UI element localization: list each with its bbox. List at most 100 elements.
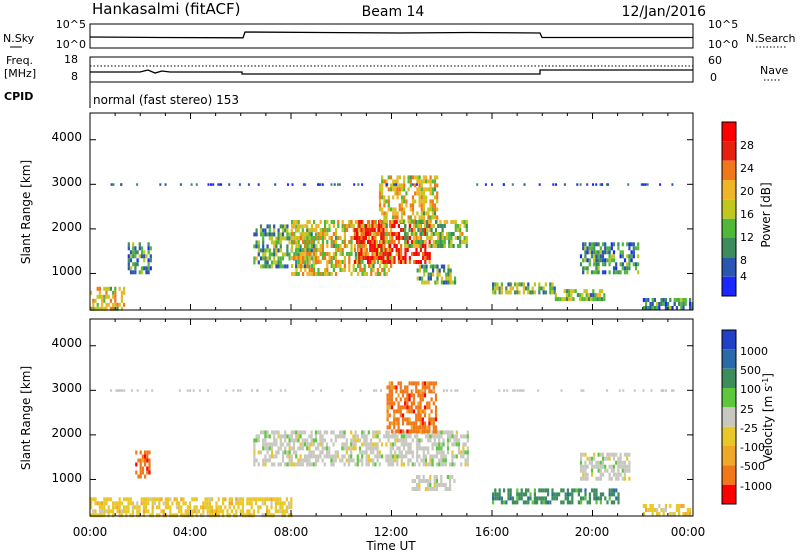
- data-cell: [516, 286, 519, 291]
- data-cell: [148, 458, 151, 463]
- data-cell: [313, 236, 316, 240]
- data-cell: [505, 290, 508, 295]
- data-cell: [112, 294, 115, 299]
- data-cell: [378, 219, 382, 224]
- data-cell: [408, 220, 411, 224]
- data-cell: [287, 183, 289, 186]
- data-cell: [324, 220, 327, 224]
- data-cell: [582, 266, 585, 271]
- data-cell: [347, 454, 351, 459]
- data-cell: [303, 430, 307, 435]
- data-cell: [358, 446, 362, 451]
- data-cell: [419, 220, 422, 224]
- data-cell: [554, 297, 557, 302]
- data-cell: [653, 508, 656, 512]
- data-cell: [411, 211, 415, 216]
- data-cell: [206, 501, 209, 506]
- data-cell: [273, 224, 276, 229]
- data-cell: [656, 512, 659, 516]
- data-cell: [397, 236, 400, 240]
- data-cell: [299, 264, 302, 268]
- data-cell: [334, 450, 337, 455]
- data-cell: [592, 183, 594, 186]
- power-cbar-tick-16: 16: [740, 208, 754, 221]
- data-cell: [306, 248, 309, 252]
- data-cell: [563, 183, 566, 186]
- data-cell: [376, 244, 379, 248]
- data-cell: [427, 272, 430, 277]
- data-cell: [101, 505, 104, 510]
- data-cell: [455, 442, 458, 447]
- data-cell: [312, 438, 315, 443]
- data-cell: [417, 409, 420, 414]
- data-cell: [332, 430, 335, 435]
- data-cell: [218, 183, 221, 186]
- data-cell: [262, 228, 265, 233]
- data-cell: [288, 236, 291, 241]
- data-cell: [127, 509, 130, 514]
- data-cell: [118, 505, 121, 510]
- data-cell: [442, 483, 445, 487]
- data-cell: [325, 430, 329, 435]
- data-cell: [420, 458, 423, 463]
- data-cell: [116, 501, 119, 506]
- data-cell: [424, 256, 427, 260]
- data-cell: [367, 454, 370, 459]
- data-cell: [413, 479, 416, 483]
- data-cell: [263, 513, 266, 518]
- data-cell: [476, 183, 479, 186]
- data-cell: [405, 434, 408, 439]
- data-cell: [579, 183, 582, 186]
- data-cell: [632, 262, 635, 267]
- data-cell: [420, 438, 423, 443]
- data-cell: [445, 272, 448, 277]
- data-cell: [184, 513, 187, 518]
- data-cell: [273, 430, 276, 435]
- data-cell: [588, 258, 591, 263]
- data-cell: [405, 203, 408, 208]
- data-cell: [383, 248, 386, 252]
- data-cell: [365, 462, 368, 467]
- data-cell: [466, 462, 469, 467]
- data-cell: [386, 248, 389, 252]
- data-cell: [319, 260, 322, 264]
- data-cell: [416, 442, 419, 447]
- data-cell: [431, 446, 434, 451]
- data-cell: [357, 256, 360, 260]
- xtick-2400: 00:00: [671, 525, 706, 539]
- data-cell: [257, 509, 260, 514]
- data-cell: [343, 264, 346, 268]
- data-cell: [536, 500, 539, 505]
- data-cell: [554, 293, 557, 298]
- data-cell: [222, 513, 225, 518]
- data-cell: [208, 497, 211, 502]
- data-cell: [378, 256, 381, 260]
- data-cell: [565, 289, 568, 294]
- data-cell: [423, 425, 427, 430]
- data-cell: [632, 246, 635, 251]
- data-cell: [533, 492, 536, 497]
- data-cell: [314, 462, 318, 467]
- data-cell: [431, 207, 434, 212]
- data-cell: [281, 513, 284, 518]
- data-cell: [268, 248, 271, 253]
- data-cell: [660, 298, 663, 302]
- data-cell: [429, 458, 432, 463]
- data-cell: [376, 454, 379, 459]
- data-cell: [308, 256, 311, 260]
- data-cell: [402, 454, 406, 459]
- data-cell: [441, 240, 444, 244]
- data-cell: [362, 228, 365, 232]
- data-cell: [395, 389, 398, 394]
- data-cell: [404, 248, 407, 252]
- data-cell: [514, 500, 517, 505]
- data-cell: [449, 430, 452, 435]
- data-cell: [454, 280, 457, 285]
- data-cell: [632, 250, 635, 255]
- data-cell: [317, 272, 320, 276]
- data-cell: [671, 512, 674, 516]
- data-cell: [428, 413, 431, 418]
- data-cell: [454, 236, 457, 240]
- data-cell: [250, 505, 253, 510]
- data-cell: [443, 268, 446, 273]
